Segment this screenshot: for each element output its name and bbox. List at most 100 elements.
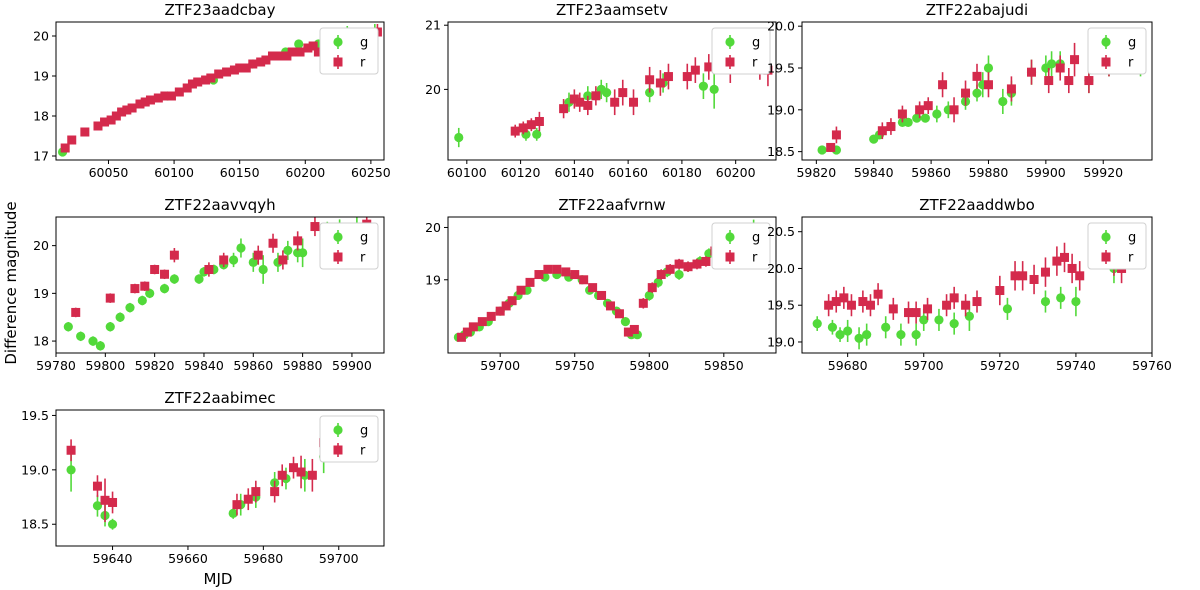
x-tick-label: 59720: [980, 358, 1020, 373]
x-tick-label: 60140: [554, 165, 594, 180]
legend: gr: [319, 415, 379, 463]
data-point-g: [95, 341, 105, 351]
data-point-r: [559, 104, 569, 114]
data-point-r: [575, 97, 585, 107]
x-tick-label: 60100: [447, 165, 487, 180]
y-tick-label: 19: [33, 286, 49, 301]
y-tick-label: 19: [425, 272, 441, 287]
data-point-g: [812, 318, 822, 329]
y-tick-label: 21: [425, 18, 441, 33]
data-point-r: [287, 47, 297, 57]
data-point-r: [174, 87, 184, 97]
data-point-r: [243, 494, 253, 504]
y-tick-label: 20: [33, 29, 49, 44]
data-point-r: [1010, 271, 1020, 281]
data-point-r: [665, 264, 675, 274]
data-point-r: [277, 470, 287, 480]
legend-marker-g: [1101, 37, 1111, 47]
data-point-r: [253, 250, 263, 260]
data-point-g: [932, 109, 942, 119]
data-point-r: [468, 322, 478, 332]
y-tick-label: 18: [33, 109, 49, 124]
data-point-r: [606, 301, 616, 311]
y-tick-label: 20.5: [767, 224, 795, 239]
data-point-r: [1040, 267, 1050, 277]
data-point-r: [1070, 55, 1080, 65]
data-point-r: [526, 120, 536, 130]
data-point-r: [683, 262, 693, 272]
subplot-2: ZTF23aamsetv 60100 60120 60140 60160 60180 602…: [425, 1, 777, 180]
subplot-1: ZTF23aadcbay 60050 60100 60150 60200 60250 17 1…: [33, 1, 391, 180]
data-point-g: [854, 333, 864, 343]
y-tick-label: 20: [425, 220, 441, 235]
x-tick-label: 59860: [911, 165, 951, 180]
data-point-r: [201, 75, 211, 85]
legend-label-r: r: [752, 56, 758, 71]
x-tick-label: 59820: [796, 165, 836, 180]
data-point-r: [274, 51, 284, 61]
data-point-r: [972, 71, 982, 81]
data-point-g: [674, 269, 684, 280]
x-tick-label: 59700: [480, 358, 520, 373]
x-tick-label: 59700: [904, 358, 944, 373]
data-point-r: [456, 332, 466, 342]
x-tick-label: 60250: [351, 165, 391, 180]
legend-marker-g: [1101, 232, 1111, 242]
data-point-r: [570, 270, 580, 280]
data-point-r: [674, 259, 684, 269]
legend: gr: [1087, 222, 1147, 270]
data-point-r: [193, 77, 203, 87]
data-point-g: [63, 322, 73, 332]
data-point-g: [294, 39, 304, 49]
data-point-r: [296, 467, 306, 477]
data-point-g: [88, 336, 98, 346]
data-point-r: [656, 270, 666, 280]
data-point-r: [1052, 256, 1062, 266]
data-point-r: [270, 487, 280, 497]
data-point-r: [518, 123, 528, 133]
subplot-5: ZTF22aafvrnw 59700 59750 59800 59850 19 20 gr: [425, 196, 777, 373]
y-tick-label: 18.5: [767, 144, 795, 159]
legend-label-r: r: [752, 251, 758, 266]
data-point-r: [140, 281, 150, 291]
legend-marker-g: [725, 232, 735, 242]
data-point-r: [682, 72, 692, 82]
legend-box: [1087, 222, 1147, 270]
data-point-r: [629, 97, 639, 107]
data-point-r: [704, 62, 714, 72]
data-point-r: [160, 269, 170, 279]
legend-marker-r: [1101, 57, 1111, 67]
data-point-r: [1029, 274, 1039, 284]
subplot-title: ZTF23aadcbay: [165, 1, 276, 19]
data-point-g: [698, 81, 709, 91]
data-point-r: [222, 67, 232, 77]
data-point-r: [160, 91, 170, 101]
legend-label-g: g: [752, 231, 760, 246]
legend-box: [319, 222, 379, 270]
data-point-r: [826, 142, 836, 152]
data-point-r: [1075, 271, 1085, 281]
legend-label-r: r: [360, 251, 366, 266]
data-point-r: [610, 97, 620, 107]
data-point-r: [219, 255, 229, 265]
data-point-r: [831, 130, 841, 140]
data-point-r: [241, 63, 251, 73]
subplot-4: ZTF22aavvqyh 59780 59800 59820 59840 59860 598…: [33, 196, 385, 373]
data-point-r: [949, 293, 959, 303]
legend-marker-g: [725, 37, 735, 47]
data-point-r: [831, 297, 841, 307]
x-tick-label: 60200: [716, 165, 756, 180]
data-point-g: [827, 322, 838, 332]
plot-frame: [447, 216, 777, 354]
x-tick-label: 60100: [154, 165, 194, 180]
data-point-r: [591, 91, 601, 101]
data-point-r: [187, 79, 197, 89]
data-point-r: [308, 41, 318, 51]
x-tick-label: 59660: [168, 551, 208, 566]
data-point-g: [896, 330, 906, 340]
y-tick-label: 19.0: [767, 334, 795, 349]
data-point-r: [569, 94, 579, 104]
data-point-r: [647, 283, 657, 293]
data-point-r: [477, 317, 487, 327]
data-point-g: [1056, 293, 1066, 303]
